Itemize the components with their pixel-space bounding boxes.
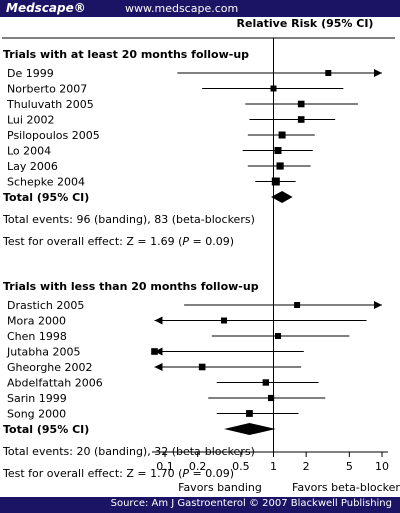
ci-arrow-left [154,316,163,325]
favors-left-label: Favors banding [178,481,262,494]
x-tick-label: 1 [270,460,277,473]
point-estimate-square [276,162,284,170]
study-label: Lo 2004 [7,145,51,158]
x-tick-label: 0.1 [156,460,174,473]
test-text-part: = 0.09) [189,467,234,480]
study-label: Chen 1998 [7,330,67,343]
point-estimate-square [246,410,253,417]
study-label: Lay 2006 [7,160,58,173]
study-label: Schepke 2004 [7,176,85,189]
study-label: Lui 2002 [7,114,54,127]
total-label: Total (95% CI) [3,423,89,436]
point-estimate-square [151,348,158,355]
footer-bar: Source: Am J Gastroenterol © 2007 Blackw… [0,497,400,513]
study-label: Song 2000 [7,408,66,421]
ci-arrow-left [154,347,163,356]
study-label: Sarin 1999 [7,392,67,405]
test-text-part: Test for overall effect: Z = 1.70 ( [2,467,182,480]
study-label: Thuluvath 2005 [6,98,94,111]
ci-arrow-right [374,301,382,309]
point-estimate-square [274,147,282,154]
header-bar: Medscape® www.medscape.com [0,0,400,17]
overall-effect-test: Test for overall effect: Z = 1.69 (P = 0… [2,235,234,248]
test-text-part: P [182,235,189,248]
point-estimate-square [221,317,228,324]
study-label: Mora 2000 [7,315,66,328]
point-estimate-square [325,70,332,76]
study-label: Drastich 2005 [7,299,84,312]
site-url[interactable]: www.medscape.com [125,2,239,15]
x-tick-label: 0.2 [189,460,207,473]
point-estimate-square [278,131,286,139]
point-estimate-square [262,379,270,386]
study-label: Gheorghe 2002 [7,361,93,374]
group-heading: Trials with at least 20 months follow-up [3,48,249,61]
favors-right-label: Favors beta-blocker [292,481,400,494]
point-estimate-square [274,333,281,339]
source-credit: Source: Am J Gastroenterol © 2007 Blackw… [110,498,392,509]
pooled-estimate-diamond [271,191,293,203]
point-estimate-square [270,85,277,92]
ci-arrow-left [154,363,163,371]
test-text-part: Test for overall effect: Z = 1.69 ( [2,235,182,248]
study-label: Psilopoulos 2005 [7,129,100,142]
medscape-logo[interactable]: Medscape® [6,1,86,15]
point-estimate-square [271,177,280,186]
x-tick-label: 10 [375,460,389,473]
total-events: Total events: 96 (banding), 83 (beta-blo… [2,213,255,226]
point-estimate-square [198,363,206,371]
pooled-estimate-diamond [224,423,276,435]
ci-arrow-right [374,69,382,77]
study-label: Jutabha 2005 [6,346,80,359]
total-events: Total events: 20 (banding), 32 (beta-blo… [2,445,255,458]
column-header: Relative Risk (95% CI) [237,17,374,30]
x-tick-label: 0.5 [232,460,250,473]
test-text-part: P [182,467,189,480]
group-heading: Trials with less than 20 months follow-u… [3,280,259,293]
study-label: Norberto 2007 [7,83,87,96]
point-estimate-square [297,100,305,108]
test-text-part: = 0.09) [189,235,234,248]
x-tick-label: 5 [346,460,353,473]
study-label: De 1999 [7,67,54,80]
point-estimate-square [297,116,305,123]
x-tick-label: 2 [303,460,310,473]
point-estimate-square [267,394,275,402]
total-label: Total (95% CI) [3,191,89,204]
point-estimate-square [294,302,301,308]
study-label: Abdelfattah 2006 [7,377,103,390]
overall-effect-test: Test for overall effect: Z = 1.70 (P = 0… [2,467,234,480]
